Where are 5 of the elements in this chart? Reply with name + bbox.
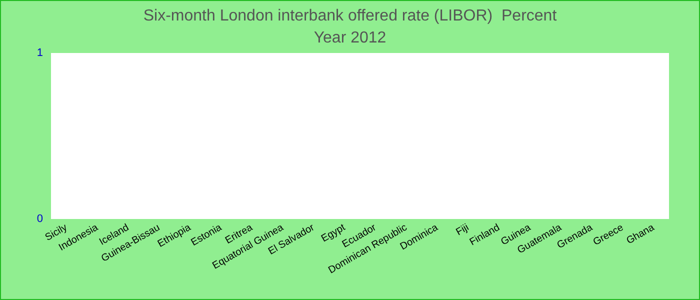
- y-tick-label: 0: [36, 213, 43, 225]
- x-tick-label: Fiji: [454, 222, 471, 238]
- y-tick-label: 1: [36, 47, 43, 59]
- chart-subtitle: Year 2012: [314, 30, 386, 46]
- chart-title: Six-month London interbank offered rate (LIBOR) Percent: [143, 8, 558, 24]
